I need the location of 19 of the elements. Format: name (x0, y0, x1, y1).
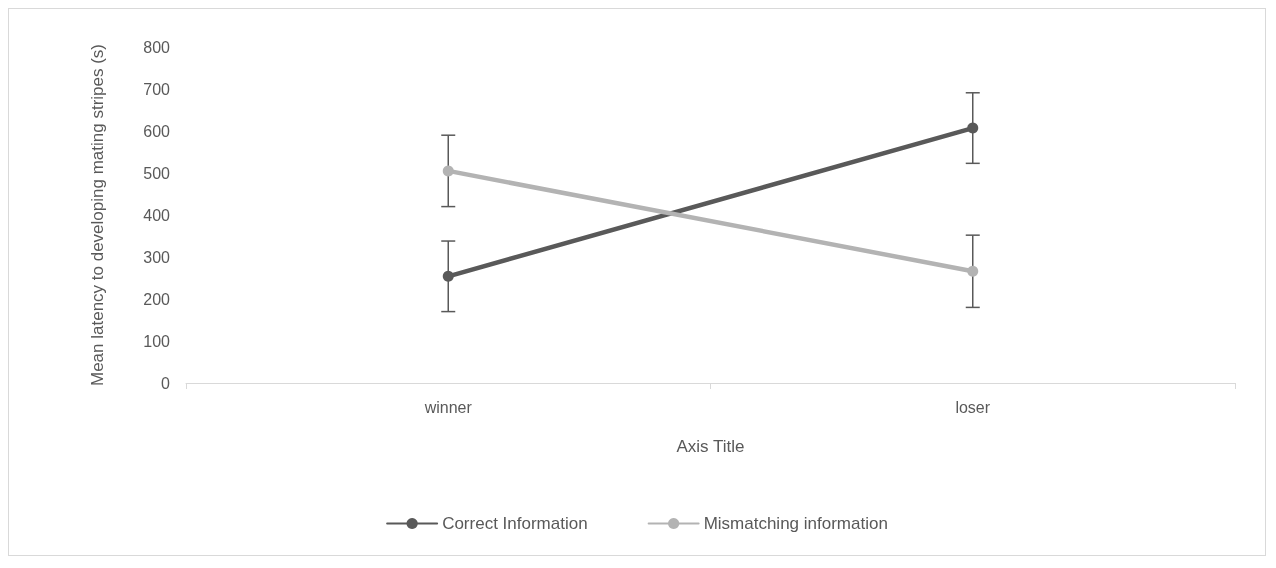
x-tick-label: winner (423, 398, 473, 416)
y-axis-title: Mean latency to developing mating stripes (s) (88, 43, 107, 387)
x-axis-title: Axis Title (676, 437, 745, 456)
y-tick-label: 800 (143, 38, 171, 56)
y-tick-label: 500 (143, 164, 171, 182)
legend-label: Mismatching information (703, 514, 888, 533)
point (442, 165, 454, 177)
point (967, 265, 979, 277)
y-tick-label: 200 (143, 290, 171, 308)
y-tick-label: 300 (143, 248, 171, 266)
y-tick-label: 600 (143, 122, 171, 140)
legend-label: Correct Information (442, 514, 588, 533)
point (967, 122, 979, 134)
point (442, 270, 454, 282)
x-tick-label: loser (955, 398, 991, 416)
y-tick-label: 700 (143, 80, 171, 98)
y-tick-label: 400 (143, 206, 171, 224)
y-tick-label: 100 (143, 332, 171, 350)
y-tick-label: 0 (161, 374, 171, 392)
